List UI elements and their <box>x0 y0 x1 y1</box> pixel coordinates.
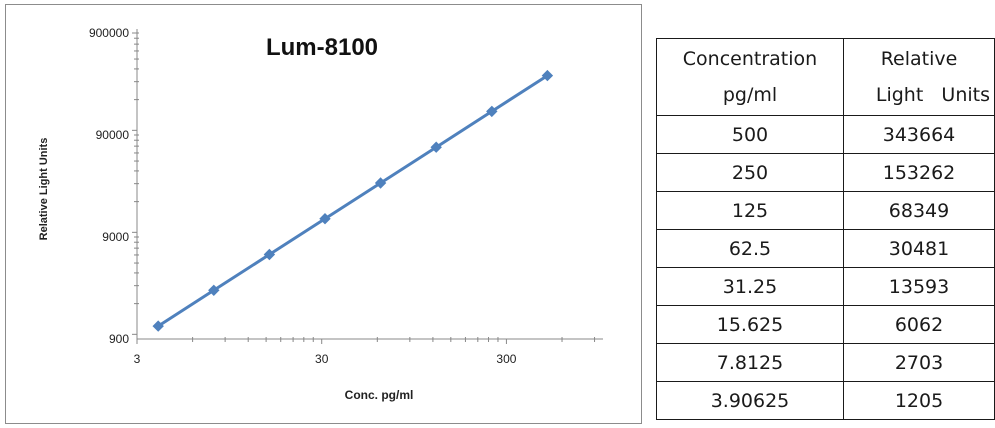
header-rlu-line2: Light Units <box>875 84 990 106</box>
x-tick-label: 30 <box>315 352 329 366</box>
header-concentration-line2: pg/ml <box>722 84 778 106</box>
table-header-row: Concentration pg/ml Relative Light Units <box>656 38 995 116</box>
data-point <box>374 177 387 189</box>
data-point <box>208 284 220 297</box>
chart-panel: 900 9000 90000 900000 3 30 300 Lum-8100 Conc. pg… <box>5 4 642 424</box>
chart-title: Lum-8100 <box>266 34 378 61</box>
data-point <box>319 212 331 225</box>
cell-rlu: 2703 <box>843 343 995 382</box>
x-tick-label: 3 <box>134 352 141 366</box>
table-row: 7.8125 2703 <box>656 343 995 382</box>
cell-rlu: 30481 <box>843 229 995 268</box>
cell-concentration: 7.8125 <box>656 343 844 382</box>
data-point <box>263 248 276 261</box>
cell-rlu: 153262 <box>843 153 995 192</box>
cell-rlu: 13593 <box>843 267 995 306</box>
cell-concentration: 15.625 <box>656 305 844 344</box>
cell-rlu: 343664 <box>843 115 995 154</box>
series-line <box>157 74 549 328</box>
table-row: 62.5 30481 <box>656 229 995 268</box>
data-point <box>152 320 164 332</box>
table-row: 15.625 6062 <box>656 305 995 344</box>
header-rlu-line1: Relative <box>880 48 958 70</box>
cell-rlu: 6062 <box>843 305 995 344</box>
table-row: 500 343664 <box>656 115 995 154</box>
cell-concentration: 250 <box>656 153 844 192</box>
x-axis-label: Conc. pg/ml <box>345 388 414 402</box>
header-concentration: Concentration pg/ml <box>656 38 844 116</box>
cell-concentration: 62.5 <box>656 229 844 268</box>
y-tick-label: 900 <box>109 332 129 346</box>
y-tick-label: 900000 <box>89 26 129 40</box>
x-tick-label: 300 <box>496 352 516 366</box>
table-row: 3.90625 1205 <box>656 381 995 420</box>
table-row: 250 153262 <box>656 153 995 192</box>
cell-concentration: 500 <box>656 115 844 154</box>
y-tick-label: 9000 <box>102 230 129 244</box>
cell-concentration: 3.90625 <box>656 381 844 420</box>
chart-svg: 900 9000 90000 900000 3 30 300 Lum-8100 Conc. pg… <box>38 26 603 402</box>
y-tick-label: 90000 <box>96 128 130 142</box>
header-rlu: Relative Light Units <box>843 38 995 116</box>
data-point <box>430 141 442 153</box>
data-table: Concentration pg/ml Relative Light Units… <box>656 38 995 420</box>
header-concentration-line1: Concentration <box>682 48 818 70</box>
data-point <box>541 69 554 82</box>
cell-concentration: 125 <box>656 191 844 230</box>
cell-rlu: 68349 <box>843 191 995 230</box>
data-point <box>486 105 498 118</box>
table-row: 125 68349 <box>656 191 995 230</box>
y-axis-label: Relative Light Units <box>38 138 50 241</box>
cell-rlu: 1205 <box>843 381 995 420</box>
cell-concentration: 31.25 <box>656 267 844 306</box>
table-row: 31.25 13593 <box>656 267 995 306</box>
